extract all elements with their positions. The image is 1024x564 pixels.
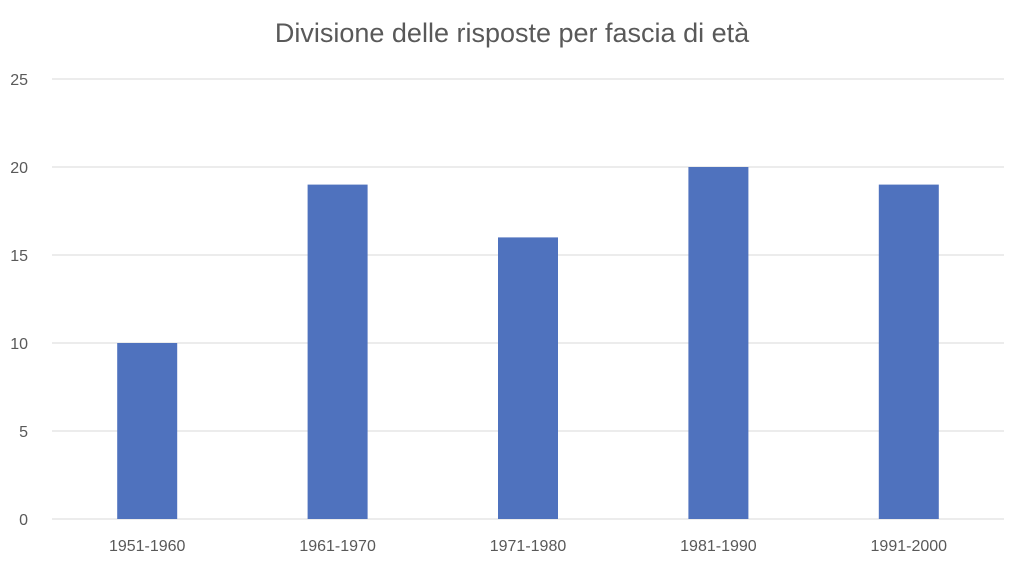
- x-tick-label: 1961-1970: [299, 538, 376, 555]
- y-tick-label: 0: [19, 512, 28, 529]
- bar-1971-1980: [498, 237, 558, 519]
- x-tick-label: 1981-1990: [680, 538, 757, 555]
- x-axis-ticks: 1951-1960 1961-1970 1971-1980 1981-1990 1991…: [109, 538, 947, 555]
- y-tick-label: 10: [10, 336, 28, 353]
- y-tick-label: 25: [10, 72, 28, 89]
- bar-1981-1990: [688, 167, 749, 519]
- x-tick-label: 1991-2000: [871, 538, 948, 555]
- bar-1991-2000: [878, 184, 939, 519]
- chart-title: Divisione delle risposte per fascia di e…: [274, 18, 750, 48]
- y-tick-label: 5: [19, 424, 28, 441]
- x-tick-label: 1971-1980: [490, 538, 567, 555]
- y-tick-label: 20: [10, 160, 28, 177]
- bar-1951-1960: [117, 343, 178, 519]
- bars: [117, 167, 939, 519]
- y-axis-ticks: 0 5 10 15 20 25: [10, 72, 28, 529]
- y-tick-label: 15: [10, 248, 28, 265]
- bar-1961-1970: [307, 184, 368, 519]
- x-tick-label: 1951-1960: [109, 538, 186, 555]
